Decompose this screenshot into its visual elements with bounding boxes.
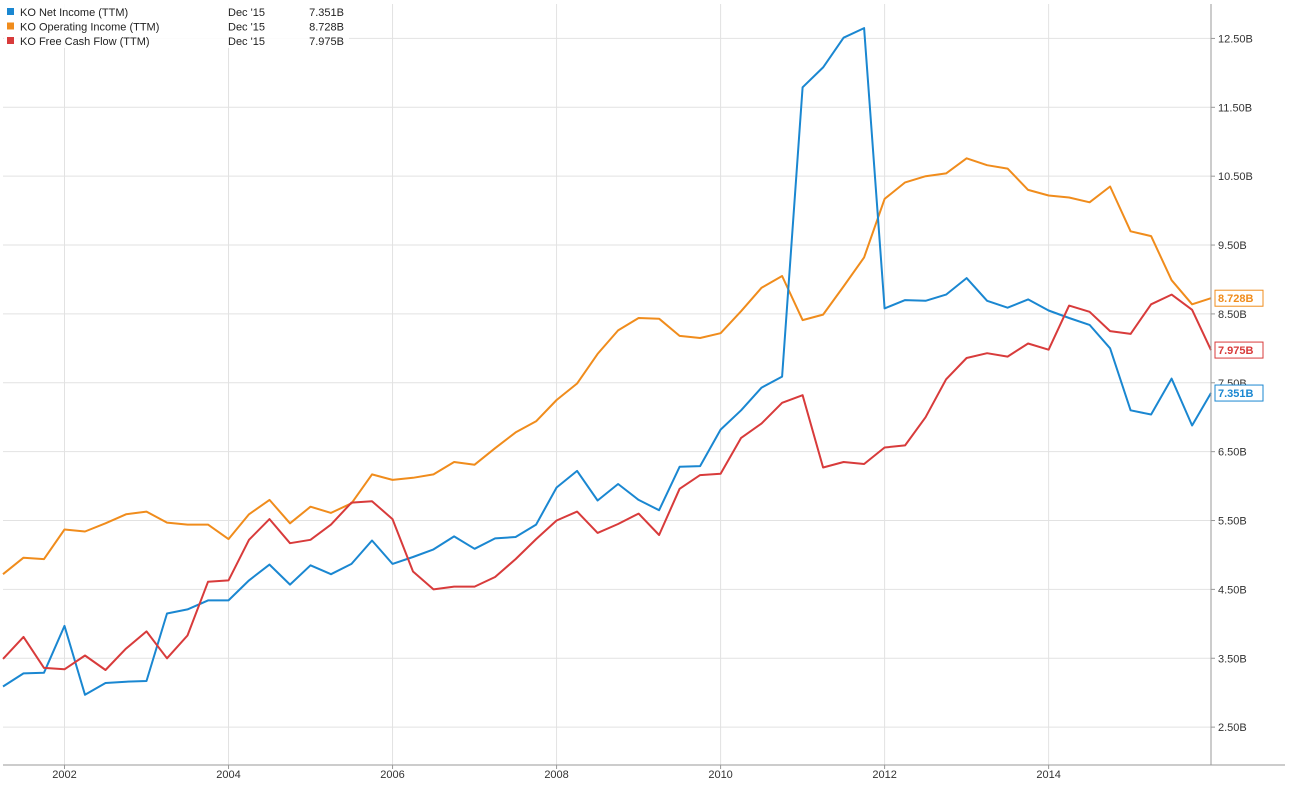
end-label-2: 8.728B — [1214, 289, 1264, 307]
y-tick-label: 6.50B — [1218, 447, 1247, 459]
y-tick-label: 11.50B — [1218, 102, 1252, 114]
legend-value: 8.728B — [309, 22, 344, 34]
legend-item-3: KO Free Cash Flow (TTM) Dec '15 7.975B — [7, 36, 344, 48]
legend-series-name: KO Net Income (TTM) — [20, 7, 128, 19]
y-axis: 2.50B3.50B4.50B5.50B6.50B7.50B8.50B9.50B… — [1211, 33, 1253, 734]
end-label-box — [1214, 289, 1264, 307]
end-label-box — [1214, 384, 1264, 402]
series-line-3 — [2, 293, 1212, 671]
y-tick-label: 12.50B — [1218, 33, 1253, 45]
x-tick-label: 2014 — [1036, 769, 1060, 781]
y-tick-label: 2.50B — [1218, 722, 1247, 734]
x-tick-label: 2008 — [544, 769, 568, 781]
end-labels: 7.351B 8.728B 7.975B — [1214, 289, 1264, 402]
legend-background — [4, 4, 349, 48]
x-tick-label: 2012 — [872, 769, 896, 781]
legend-series-name: KO Operating Income (TTM) — [20, 22, 159, 34]
end-label-value: 7.975B — [1218, 345, 1254, 357]
legend-item-2: KO Operating Income (TTM) Dec '15 8.728B — [7, 22, 344, 34]
plot-frame — [3, 4, 1285, 766]
legend-swatch — [7, 22, 14, 30]
end-label-value: 8.728B — [1218, 293, 1254, 305]
y-tick-label: 3.50B — [1218, 653, 1247, 665]
x-tick-label: 2010 — [708, 769, 732, 781]
series-line-2 — [2, 157, 1212, 575]
x-tick-label: 2004 — [216, 769, 240, 781]
legend: KO Net Income (TTM) Dec '15 7.351B KO Opera… — [4, 4, 349, 48]
x-tick-label: 2006 — [380, 769, 404, 781]
y-tick-label: 8.50B — [1218, 309, 1247, 321]
y-tick-label: 10.50B — [1218, 171, 1253, 183]
legend-date: Dec '15 — [228, 22, 265, 34]
legend-series-name: KO Free Cash Flow (TTM) — [20, 36, 150, 48]
y-tick-label: 9.50B — [1218, 240, 1247, 252]
x-tick-label: 2002 — [52, 769, 76, 781]
legend-date: Dec '15 — [228, 36, 265, 48]
y-tick-label: 5.50B — [1218, 516, 1247, 528]
legend-swatch — [7, 8, 14, 15]
legend-date: Dec '15 — [228, 7, 265, 19]
end-label-value: 7.351B — [1218, 388, 1254, 400]
end-label-box — [1214, 341, 1264, 359]
series-line-1 — [2, 27, 1212, 696]
end-label-3: 7.975B — [1214, 341, 1264, 359]
legend-value: 7.975B — [309, 36, 344, 48]
y-tick-label: 4.50B — [1218, 584, 1247, 596]
end-label-1: 7.351B — [1214, 384, 1264, 402]
legend-item-1: KO Net Income (TTM) Dec '15 7.351B — [7, 7, 344, 19]
x-axis: 2002 2004 2006 2008 2010 2012 2014 — [52, 765, 1061, 781]
legend-swatch — [7, 37, 14, 44]
legend-value: 7.351B — [309, 7, 344, 19]
series-lines — [2, 27, 1212, 696]
